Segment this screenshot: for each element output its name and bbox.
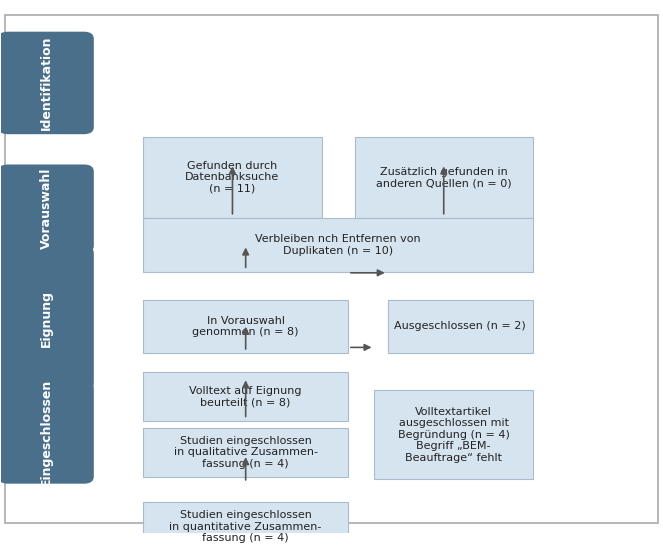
FancyBboxPatch shape: [143, 428, 348, 477]
Text: Zusätzlich gefunden in
anderen Quellen (n = 0): Zusätzlich gefunden in anderen Quellen (…: [376, 167, 512, 188]
FancyBboxPatch shape: [143, 502, 348, 546]
FancyBboxPatch shape: [0, 32, 94, 134]
FancyBboxPatch shape: [143, 300, 348, 353]
Text: Vorauswahl: Vorauswahl: [40, 168, 52, 250]
FancyBboxPatch shape: [0, 164, 94, 253]
Text: Verbleiben nch Entfernen von
Duplikaten (n = 10): Verbleiben nch Entfernen von Duplikaten …: [255, 234, 421, 256]
FancyBboxPatch shape: [143, 372, 348, 421]
Text: Eignung: Eignung: [40, 290, 52, 347]
Text: Volltext auf Eignung
beurteilt (n = 8): Volltext auf Eignung beurteilt (n = 8): [190, 385, 302, 407]
FancyBboxPatch shape: [143, 218, 533, 272]
Text: Studien eingeschlossen
in quantitative Zusammen-
fassung (n = 4): Studien eingeschlossen in quantitative Z…: [170, 510, 322, 543]
Text: Studien eingeschlossen
in qualitative Zusammen-
fassung (n = 4): Studien eingeschlossen in qualitative Zu…: [174, 436, 318, 469]
FancyBboxPatch shape: [375, 390, 533, 479]
FancyBboxPatch shape: [0, 246, 94, 390]
FancyBboxPatch shape: [0, 381, 94, 484]
Text: Identifikation: Identifikation: [40, 35, 52, 130]
Text: Eingeschlossen: Eingeschlossen: [40, 379, 52, 486]
Text: Gefunden durch
Datenbanksuche
(n = 11): Gefunden durch Datenbanksuche (n = 11): [186, 161, 280, 194]
FancyBboxPatch shape: [355, 136, 533, 218]
FancyBboxPatch shape: [143, 136, 322, 218]
Text: Ausgeschlossen (n = 2): Ausgeschlossen (n = 2): [394, 322, 526, 331]
Text: In Vorauswahl
genommen (n = 8): In Vorauswahl genommen (n = 8): [192, 316, 299, 337]
FancyBboxPatch shape: [388, 300, 533, 353]
Text: Volltextartikel
ausgeschlossen mit
Begründung (n = 4)
Begriff „BEM-
Beauftrage“ : Volltextartikel ausgeschlossen mit Begrü…: [398, 407, 510, 463]
